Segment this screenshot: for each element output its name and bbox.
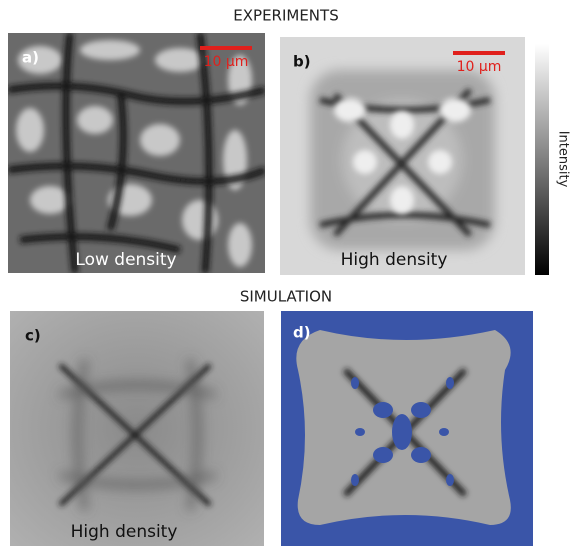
panel-a-image: [8, 33, 265, 273]
colorbar: [535, 44, 549, 275]
panel-caption: High density: [341, 250, 448, 270]
section-title: EXPERIMENTS: [233, 7, 338, 25]
section-title: SIMULATION: [240, 288, 332, 306]
panel-label: c): [25, 327, 41, 345]
scale-bar-label: 10 μm: [204, 54, 249, 70]
colorbar-label: Intensity: [556, 131, 571, 188]
scale-bar-label: 10 μm: [457, 59, 502, 75]
panel-b-image: [280, 37, 525, 275]
panel-label: b): [293, 53, 311, 71]
panel-caption: High density: [71, 522, 178, 542]
panel-label: d): [293, 324, 311, 342]
panel-label: a): [22, 49, 39, 67]
panel-d-image: [281, 311, 533, 546]
panel-c-image: [10, 311, 264, 546]
panel-caption: Low density: [75, 250, 176, 270]
